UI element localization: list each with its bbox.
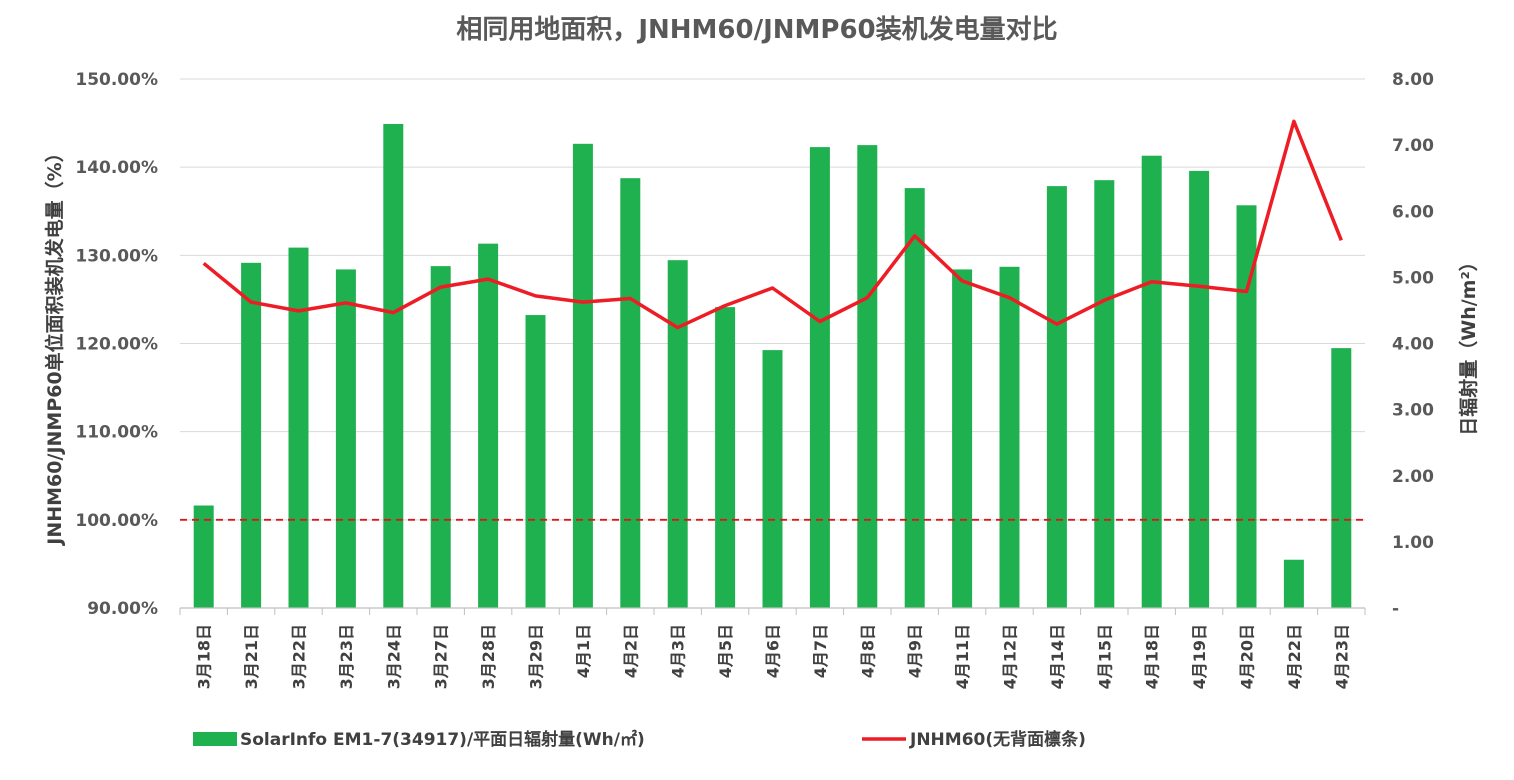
category-label: 4月2日: [621, 624, 640, 678]
bar: [667, 260, 688, 608]
y-left-tick-label: 90.00%: [87, 599, 158, 619]
category-label: 4月1日: [574, 624, 593, 678]
bar: [335, 269, 356, 608]
category-label: 4月22日: [1285, 624, 1304, 689]
bar: [857, 145, 878, 608]
y-right-tick-label: 8.00: [1392, 70, 1434, 90]
bar: [1189, 170, 1210, 608]
chart-title: 相同用地面积，JNHM60/JNMP60装机发电量对比: [456, 14, 1057, 45]
line-path: [202, 119, 1343, 330]
y-right-axis-title: 日辐射量（Wh/m²）: [1457, 252, 1480, 436]
line-series: [202, 119, 1343, 330]
category-label: 4月20日: [1238, 624, 1257, 689]
bar: [383, 123, 404, 608]
category-label: 4月8日: [858, 624, 877, 678]
category-label: 4月5日: [716, 624, 735, 678]
category-label: 3月18日: [195, 624, 214, 689]
legend: SolarInfo EM1-7(34917)/平面日辐射量(Wh/㎡) JNHM…: [193, 729, 1086, 750]
y-left-tick-label: 110.00%: [75, 423, 158, 443]
y-right-tick-label: 4.00: [1392, 335, 1434, 355]
bar: [1094, 180, 1115, 608]
bar: [572, 143, 593, 609]
bar: [904, 188, 925, 608]
y-right-tick-label: 2.00: [1392, 467, 1434, 487]
legend-label-bar: SolarInfo EM1-7(34917)/平面日辐射量(Wh/㎡): [240, 729, 645, 750]
y-left-tick-label: 100.00%: [75, 511, 158, 531]
category-label: 4月14日: [1048, 624, 1067, 689]
bar: [430, 266, 451, 608]
bar: [620, 178, 641, 608]
bar: [1046, 186, 1067, 608]
category-label: 3月29日: [527, 624, 546, 689]
right-axis-ticks: - 1.00 2.00 3.00 4.00 5.00 6.00 7.00 8.00: [1392, 70, 1434, 619]
category-label: 3月22日: [290, 624, 309, 689]
y-left-tick-label: 150.00%: [75, 70, 158, 90]
bar: [241, 262, 262, 608]
bar: [193, 505, 214, 608]
bar: [1236, 205, 1257, 608]
y-right-tick-label: 1.00: [1392, 533, 1434, 553]
y-right-tick-label: -: [1392, 599, 1399, 619]
category-label: 3月24日: [384, 624, 403, 689]
bar: [809, 147, 830, 608]
category-label: 3月27日: [432, 624, 451, 689]
y-left-tick-label: 140.00%: [75, 158, 158, 178]
bar: [478, 243, 499, 608]
category-label: 4月18日: [1143, 624, 1162, 689]
bar: [952, 269, 973, 608]
category-label: 4月11日: [953, 624, 972, 689]
category-label: 4月7日: [811, 624, 830, 678]
y-right-tick-label: 7.00: [1392, 136, 1434, 156]
category-label: 3月23日: [337, 624, 356, 689]
category-label: 4月12日: [1001, 624, 1020, 689]
category-label: 4月6日: [764, 624, 783, 678]
y-right-tick-label: 6.00: [1392, 202, 1434, 222]
category-label: 4月9日: [906, 624, 925, 678]
category-labels: 3月18日 3月21日 3月22日 3月23日 3月24日 3月27日 3月28日 3月29日…: [195, 624, 1352, 689]
bar: [715, 307, 736, 608]
category-label: 4月15日: [1095, 624, 1114, 689]
legend-label-line: JNHM60(无背面檩条): [909, 729, 1086, 750]
y-right-tick-label: 3.00: [1392, 401, 1434, 421]
axes: [179, 607, 1366, 615]
bar: [1141, 155, 1162, 608]
y-left-tick-label: 130.00%: [75, 246, 158, 266]
bar: [288, 247, 309, 608]
y-left-axis-title: JNHM60/JNMP60单位面积装机发电量（%）: [43, 143, 66, 546]
category-label: 4月19日: [1190, 624, 1209, 689]
bar: [1331, 348, 1352, 608]
bar-series: [193, 123, 1352, 609]
left-axis-ticks: 90.00% 100.00% 110.00% 120.00% 130.00% 140.00…: [75, 70, 158, 619]
category-label: 3月21日: [242, 624, 261, 689]
bar: [525, 315, 546, 608]
category-label: 3月28日: [479, 624, 498, 689]
legend-swatch-bar: [193, 732, 237, 746]
bar: [1283, 559, 1304, 608]
category-label: 4月23日: [1332, 624, 1351, 689]
bar: [999, 266, 1020, 608]
category-label: 4月3日: [669, 624, 688, 678]
bar: [762, 350, 783, 608]
y-left-tick-label: 120.00%: [75, 335, 158, 355]
y-right-tick-label: 5.00: [1392, 268, 1434, 288]
